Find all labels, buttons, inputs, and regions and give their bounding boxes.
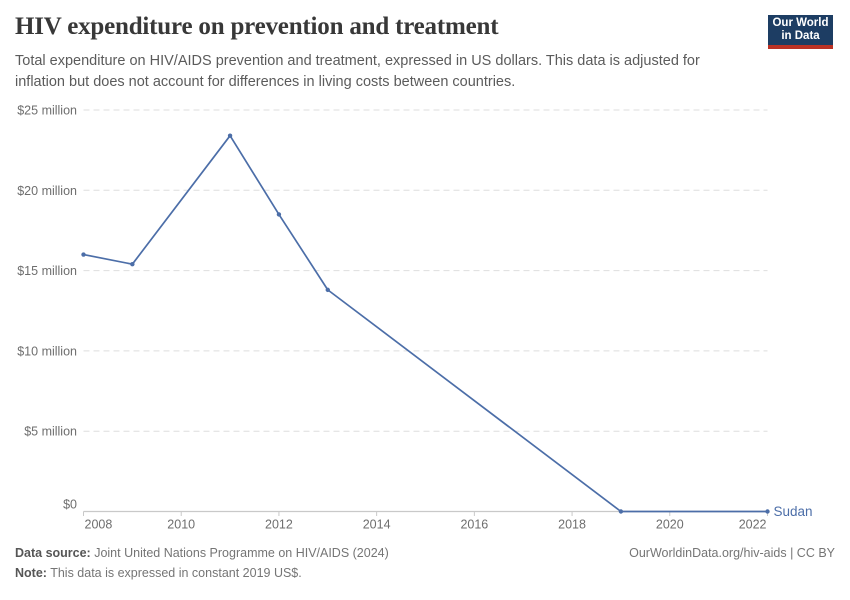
data-point[interactable] [325, 287, 330, 293]
x-tick-label: 2016 [460, 518, 488, 532]
note-label: Note: [15, 566, 47, 580]
y-tick-label: $20 million [17, 184, 77, 198]
note-value: This data is expressed in constant 2019 … [46, 566, 302, 580]
data-source-label: Data source: [15, 546, 91, 560]
data-point[interactable] [618, 509, 624, 514]
data-source-value: Joint United Nations Programme on HIV/AI… [90, 546, 389, 560]
data-point[interactable] [130, 261, 135, 267]
owid-logo-line2: in Data [781, 30, 820, 42]
chart-subtitle: Total expenditure on HIV/AIDS prevention… [15, 53, 700, 90]
data-source-line: Data source: Joint United Nations Progra… [15, 543, 835, 563]
owid-logo: Our World in Data [768, 15, 833, 49]
x-tick-label: 2020 [656, 518, 684, 532]
chart-footer: Data source: Joint United Nations Progra… [15, 543, 835, 583]
x-tick-label: 2018 [558, 518, 586, 532]
page-title: HIV expenditure on prevention and treatm… [15, 13, 499, 40]
data-point[interactable] [765, 509, 770, 514]
attribution-link[interactable]: OurWorldinData.org/hiv-aids | CC BY [629, 546, 835, 560]
series-line-sudan[interactable] [82, 134, 769, 513]
y-tick-label: $5 million [24, 425, 77, 439]
x-tick-label: 2010 [167, 518, 195, 532]
owid-logo-line1: Our World [772, 17, 829, 29]
x-tick-label: 2014 [363, 518, 391, 532]
x-tick-label: 2008 [85, 518, 113, 532]
y-tick-label: $25 million [17, 104, 77, 118]
y-tick-label: $15 million [17, 264, 77, 278]
note-line: Note: This data is expressed in constant… [15, 563, 835, 583]
x-tick-label: 2022 [739, 518, 767, 532]
y-tick-label: $10 million [17, 344, 77, 358]
y-tick-label: $0 [63, 498, 77, 512]
data-point[interactable] [276, 212, 282, 217]
series-label-sudan[interactable]: Sudan [774, 504, 813, 519]
data-point[interactable] [227, 133, 233, 138]
data-point[interactable] [81, 252, 86, 257]
x-tick-label: 2012 [265, 518, 293, 532]
